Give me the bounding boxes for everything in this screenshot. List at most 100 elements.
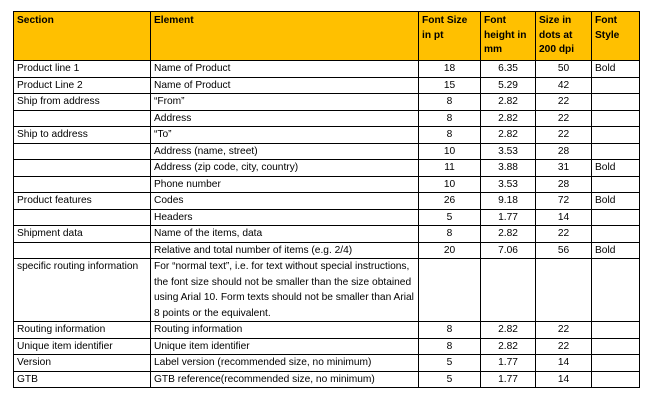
element-cell: Address <box>150 109 419 127</box>
size-dots-cell: 14 <box>535 370 592 388</box>
element-cell: For “normal text”, i.e. for text without… <box>150 258 419 322</box>
section-cell: Routing information <box>13 321 151 339</box>
size-dots-cell: 72 <box>535 192 592 210</box>
font-size-pt-cell: 5 <box>418 370 481 388</box>
table-row: Phone number 10 3.53 28 <box>13 175 640 193</box>
element-cell: Phone number <box>150 175 419 193</box>
font-size-pt-cell: 8 <box>418 126 481 144</box>
size-dots-cell: 22 <box>535 321 592 339</box>
font-style-cell <box>591 208 640 226</box>
element-cell: Relative and total number of items (e.g.… <box>150 241 419 259</box>
font-style-cell: Bold <box>591 241 640 259</box>
font-style-cell <box>591 225 640 243</box>
font-height-mm-cell: 3.88 <box>480 159 536 177</box>
font-style-cell <box>591 321 640 339</box>
font-height-mm-cell: 2.82 <box>480 321 536 339</box>
font-height-mm-cell: 9.18 <box>480 192 536 210</box>
font-style-cell <box>591 337 640 355</box>
font-size-pt-cell: 8 <box>418 225 481 243</box>
font-height-mm-cell <box>480 258 536 322</box>
element-cell: “To” <box>150 126 419 144</box>
font-style-cell: Bold <box>591 60 640 78</box>
font-size-pt-cell: 10 <box>418 175 481 193</box>
font-size-pt-cell: 26 <box>418 192 481 210</box>
table-body: Product line 1 Name of Product 18 6.35 50 Bol… <box>13 60 640 388</box>
font-height-mm-cell: 2.82 <box>480 225 536 243</box>
element-cell: Name of the items, data <box>150 225 419 243</box>
font-style-cell <box>591 76 640 94</box>
section-cell: Shipment data <box>13 225 151 243</box>
size-dots-cell: 22 <box>535 337 592 355</box>
table-row: Address (name, street) 10 3.53 28 <box>13 142 640 160</box>
section-cell: GTB <box>13 370 151 388</box>
font-size-pt-cell: 5 <box>418 208 481 226</box>
font-size-pt-cell: 10 <box>418 142 481 160</box>
size-dots-cell: 28 <box>535 142 592 160</box>
size-dots-cell: 28 <box>535 175 592 193</box>
size-dots-cell: 22 <box>535 126 592 144</box>
font-size-pt-cell: 8 <box>418 337 481 355</box>
section-cell <box>13 175 151 193</box>
size-dots-cell: 50 <box>535 60 592 78</box>
element-cell: Unique item identifier <box>150 337 419 355</box>
font-height-mm-cell: 2.82 <box>480 337 536 355</box>
font-size-pt-cell <box>418 258 481 322</box>
section-cell <box>13 109 151 127</box>
table-row: Ship from address “From” 8 2.82 22 <box>13 93 640 111</box>
element-cell: Codes <box>150 192 419 210</box>
font-size-pt-cell: 8 <box>418 109 481 127</box>
font-height-mm-cell: 1.77 <box>480 354 536 372</box>
font-height-mm-cell: 3.53 <box>480 175 536 193</box>
font-style-cell <box>591 109 640 127</box>
size-dots-cell: 56 <box>535 241 592 259</box>
header-font-height-mm: Font height in mm <box>480 11 536 61</box>
font-style-cell <box>591 370 640 388</box>
font-spec-table: Section Element Font Size in pt Font hei… <box>13 11 640 388</box>
size-dots-cell <box>535 258 592 322</box>
element-cell: Name of Product <box>150 76 419 94</box>
table-row: Ship to address “To” 8 2.82 22 <box>13 126 640 144</box>
font-style-cell: Bold <box>591 159 640 177</box>
header-size-dots: Size in dots at 200 dpi <box>535 11 592 61</box>
section-cell: Ship from address <box>13 93 151 111</box>
font-height-mm-cell: 3.53 <box>480 142 536 160</box>
header-section: Section <box>13 11 151 61</box>
font-size-pt-cell: 20 <box>418 241 481 259</box>
table-row: Product line 1 Name of Product 18 6.35 50 Bol… <box>13 60 640 78</box>
element-cell: Headers <box>150 208 419 226</box>
table-row: GTB GTB reference(recommended size, no mi… <box>13 370 640 388</box>
element-cell: Routing information <box>150 321 419 339</box>
section-cell <box>13 142 151 160</box>
font-height-mm-cell: 2.82 <box>480 109 536 127</box>
font-height-mm-cell: 1.77 <box>480 370 536 388</box>
table-row: Version Label version (recommended size, … <box>13 354 640 372</box>
header-font-size-pt: Font Size in pt <box>418 11 481 61</box>
font-size-pt-cell: 5 <box>418 354 481 372</box>
size-dots-cell: 42 <box>535 76 592 94</box>
element-cell: GTB reference(recommended size, no minim… <box>150 370 419 388</box>
font-style-cell <box>591 93 640 111</box>
section-cell: Ship to address <box>13 126 151 144</box>
font-style-cell <box>591 258 640 322</box>
section-cell: Product features <box>13 192 151 210</box>
table-row: Routing information Routing information 8 2… <box>13 321 640 339</box>
font-style-cell: Bold <box>591 192 640 210</box>
size-dots-cell: 14 <box>535 354 592 372</box>
font-style-cell <box>591 354 640 372</box>
table-row: Unique item identifier Unique item identi… <box>13 337 640 355</box>
header-element: Element <box>150 11 419 61</box>
font-height-mm-cell: 7.06 <box>480 241 536 259</box>
font-size-pt-cell: 8 <box>418 321 481 339</box>
section-cell: Product Line 2 <box>13 76 151 94</box>
table-row: Product features Codes 26 9.18 72 Bold <box>13 192 640 210</box>
font-size-pt-cell: 11 <box>418 159 481 177</box>
section-cell <box>13 241 151 259</box>
table-row: Address (zip code, city, country) 11 3.88 3… <box>13 159 640 177</box>
section-cell: Unique item identifier <box>13 337 151 355</box>
section-cell: Product line 1 <box>13 60 151 78</box>
size-dots-cell: 22 <box>535 93 592 111</box>
font-height-mm-cell: 2.82 <box>480 126 536 144</box>
font-height-mm-cell: 2.82 <box>480 93 536 111</box>
table-row: Relative and total number of items (e.g.… <box>13 241 640 259</box>
element-cell: Label version (recommended size, no mini… <box>150 354 419 372</box>
